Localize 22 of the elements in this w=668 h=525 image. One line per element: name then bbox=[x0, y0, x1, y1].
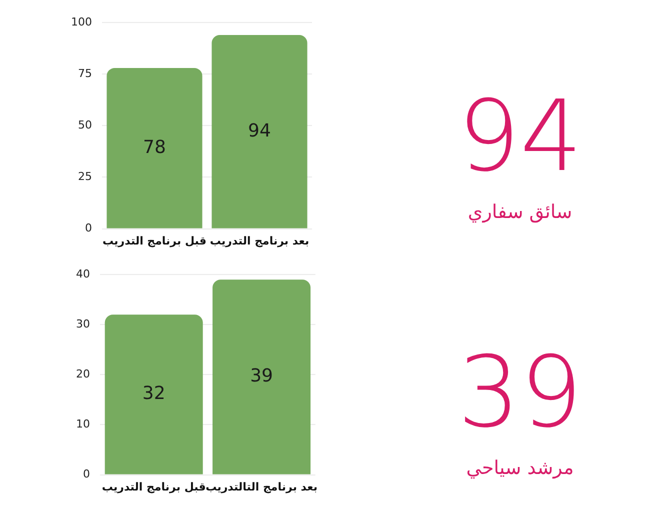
y-tick-label: 40 bbox=[76, 267, 90, 280]
x-tick-label: بعد برنامج التدريب bbox=[210, 234, 310, 248]
y-tick-label: 75 bbox=[78, 67, 92, 80]
data-label: 39 bbox=[250, 366, 273, 387]
data-label: 78 bbox=[143, 136, 166, 158]
text: 39 bbox=[456, 336, 584, 450]
y-tick-label: 50 bbox=[78, 118, 92, 132]
text: مرشد سياحي bbox=[465, 456, 575, 481]
text: 94 bbox=[456, 80, 584, 194]
x-tick-label: بعد برنامج التالتدريب bbox=[206, 480, 318, 494]
data-label: 94 bbox=[248, 120, 271, 142]
y-tick-label: 100 bbox=[71, 15, 92, 28]
x-tick-label: قبل برنامج التدريب bbox=[102, 234, 206, 248]
y-tick-label: 0 bbox=[83, 468, 90, 481]
y-tick-label: 30 bbox=[76, 318, 90, 331]
x-tick-label: قبل برنامج التدريب bbox=[102, 480, 206, 494]
y-tick-label: 20 bbox=[76, 368, 90, 381]
y-tick-label: 25 bbox=[78, 170, 92, 184]
data-label: 32 bbox=[142, 383, 166, 404]
y-tick-label: 0 bbox=[85, 222, 92, 235]
y-tick-label: 10 bbox=[76, 418, 90, 431]
text: سائق سفاري bbox=[466, 200, 574, 225]
